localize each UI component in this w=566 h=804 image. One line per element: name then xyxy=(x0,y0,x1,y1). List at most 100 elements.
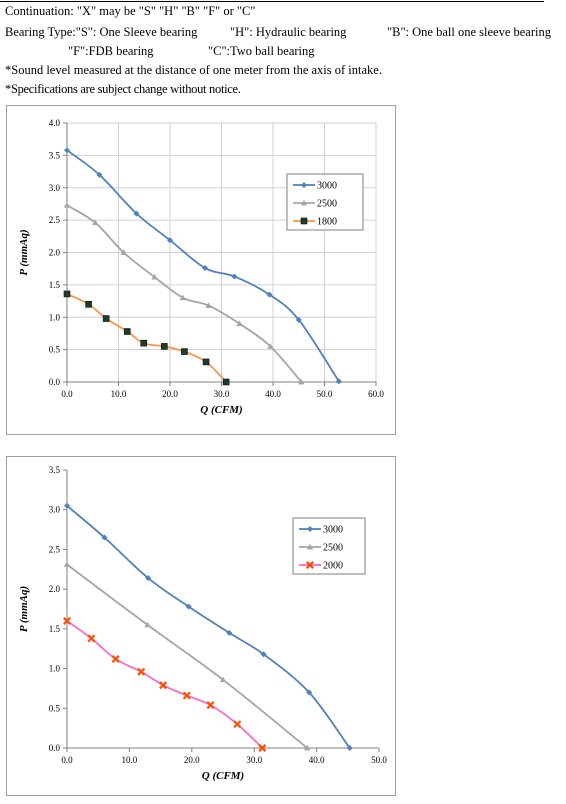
series-points-2500 xyxy=(63,561,311,751)
pq-curve-chart-2: 0.0 10.0 20.0 30.0 40.0 50.0 0.0 0.5 1.0 1.5 2.0 2.… xyxy=(18,465,387,782)
x-marker xyxy=(87,634,96,643)
y-tick-label: 0.0 xyxy=(49,743,61,753)
triangle-marker xyxy=(236,320,243,327)
diamond-marker xyxy=(145,575,152,582)
continuation-note: Continuation: "X" may be "S" "H" "B" "F"… xyxy=(5,4,256,18)
x-tick-label: 0.0 xyxy=(61,389,73,399)
y-tick-label: 0.0 xyxy=(49,377,61,387)
y-tick-label: 2.5 xyxy=(49,215,61,225)
x-tick-label: 20.0 xyxy=(162,389,178,399)
x-tick-label: 10.0 xyxy=(111,389,127,399)
legend-label-2500: 2500 xyxy=(317,199,337,210)
square-marker xyxy=(222,378,230,386)
triangle-marker xyxy=(304,744,311,751)
series-line-2500 xyxy=(66,204,303,383)
x-axis-title: Q (CFM) xyxy=(200,404,242,416)
triangle-marker xyxy=(300,199,308,206)
diamond-marker xyxy=(202,265,209,272)
diamond-marker xyxy=(64,147,70,154)
diamond-marker xyxy=(295,316,302,323)
diamond-marker xyxy=(167,237,173,244)
diamond-marker xyxy=(346,745,353,751)
triangle-marker xyxy=(151,273,158,280)
square-marker xyxy=(123,328,131,335)
bearing-type-s: Bearing Type:"S": One Sleeve bearing xyxy=(5,25,198,39)
triangle-marker xyxy=(63,202,71,208)
series-line-2500 xyxy=(66,563,308,749)
x-tick-label: 60.0 xyxy=(368,389,384,399)
diamond-marker xyxy=(101,534,108,541)
bearing-type-c: "C":Two ball bearing xyxy=(208,44,315,58)
y-tick-label: 1.0 xyxy=(49,664,61,674)
x-tick-label: 40.0 xyxy=(309,755,325,765)
spec-note: *Specifications are subject change witho… xyxy=(5,82,241,96)
square-marker xyxy=(161,343,168,350)
triangle-marker xyxy=(144,621,151,628)
x-marker xyxy=(206,701,215,710)
diamond-marker xyxy=(335,378,342,385)
triangle-marker xyxy=(92,219,99,226)
triangle-marker xyxy=(63,561,71,567)
diamond-marker xyxy=(226,629,233,636)
x-tick-label: 30.0 xyxy=(214,389,230,399)
series-points-2000 xyxy=(63,616,267,752)
diamond-marker xyxy=(231,273,238,280)
triangle-marker xyxy=(120,249,127,255)
legend-label-2500: 2500 xyxy=(323,543,343,554)
x-marker xyxy=(258,744,267,752)
y-tick-label: 1.5 xyxy=(49,624,61,634)
y-axis-title: P (mmAq) xyxy=(18,229,30,275)
pq-curve-chart-1: 0.0 10.0 20.0 30.0 40.0 50.0 60.0 0.0 0.5 1.0 1.5 2… xyxy=(18,118,384,416)
x-tick-label: 40.0 xyxy=(265,389,281,399)
x-tick-label: 30.0 xyxy=(246,755,262,765)
y-tick-label: 1.0 xyxy=(49,312,61,322)
y-tick-label: 3.0 xyxy=(49,183,61,193)
series-points-3000 xyxy=(64,502,353,751)
x-marker xyxy=(182,691,191,700)
diamond-marker xyxy=(301,182,307,188)
square-marker xyxy=(102,315,110,322)
diamond-marker xyxy=(96,171,103,178)
diamond-marker xyxy=(260,651,267,658)
x-tick-label: 20.0 xyxy=(184,755,200,765)
x-tick-label: 50.0 xyxy=(317,389,333,399)
sound-note: *Sound level measured at the distance of… xyxy=(5,63,382,77)
x-tick-label: 10.0 xyxy=(122,755,138,765)
y-tick-label: 3.0 xyxy=(49,505,61,515)
x-marker xyxy=(159,681,168,690)
square-marker xyxy=(63,290,71,298)
diamond-marker xyxy=(185,603,192,610)
legend: 3000 2500 2000 xyxy=(292,517,366,575)
x-tick-label: 0.0 xyxy=(61,755,73,765)
chart-frame-2: 0.0 10.0 20.0 30.0 40.0 50.0 0.0 0.5 1.0 1.5 2.0 2.… xyxy=(6,456,396,796)
y-tick-label: 2.0 xyxy=(49,248,61,258)
x-marker xyxy=(111,655,120,664)
x-marker xyxy=(137,667,146,676)
series-points-3000 xyxy=(64,147,342,385)
bearing-type-b: "B": One ball one sleeve bearing xyxy=(387,25,551,39)
square-marker xyxy=(140,339,148,347)
square-marker xyxy=(202,358,210,366)
bearing-type-h: "H": Hydraulic bearing xyxy=(230,25,347,39)
y-tick-label: 0.5 xyxy=(49,703,61,713)
x-axis-title: Q (CFM) xyxy=(202,770,244,782)
chart-frame-1: 0.0 10.0 20.0 30.0 40.0 50.0 60.0 0.0 0.5 1.0 1.5 2… xyxy=(6,105,396,435)
square-marker xyxy=(85,301,92,308)
x-marker xyxy=(233,720,242,729)
triangle-marker xyxy=(306,543,314,550)
legend-label-1800: 1800 xyxy=(317,217,337,228)
series-points-2500 xyxy=(63,202,305,385)
top-rule xyxy=(0,1,544,2)
triangle-marker xyxy=(267,343,274,349)
bearing-type-f: "F":FDB bearing xyxy=(68,44,154,58)
x-marker xyxy=(306,561,314,569)
legend: 3000 2500 1800 xyxy=(286,173,364,231)
y-tick-label: 3.5 xyxy=(49,465,61,475)
x-marker xyxy=(63,616,71,625)
triangle-marker xyxy=(298,378,305,385)
series-points-1800 xyxy=(63,290,230,386)
y-axis-title: P (mmAq) xyxy=(18,586,30,632)
legend-label-3000: 3000 xyxy=(323,525,343,536)
y-tick-label: 2.5 xyxy=(49,544,61,554)
diamond-marker xyxy=(64,502,70,509)
